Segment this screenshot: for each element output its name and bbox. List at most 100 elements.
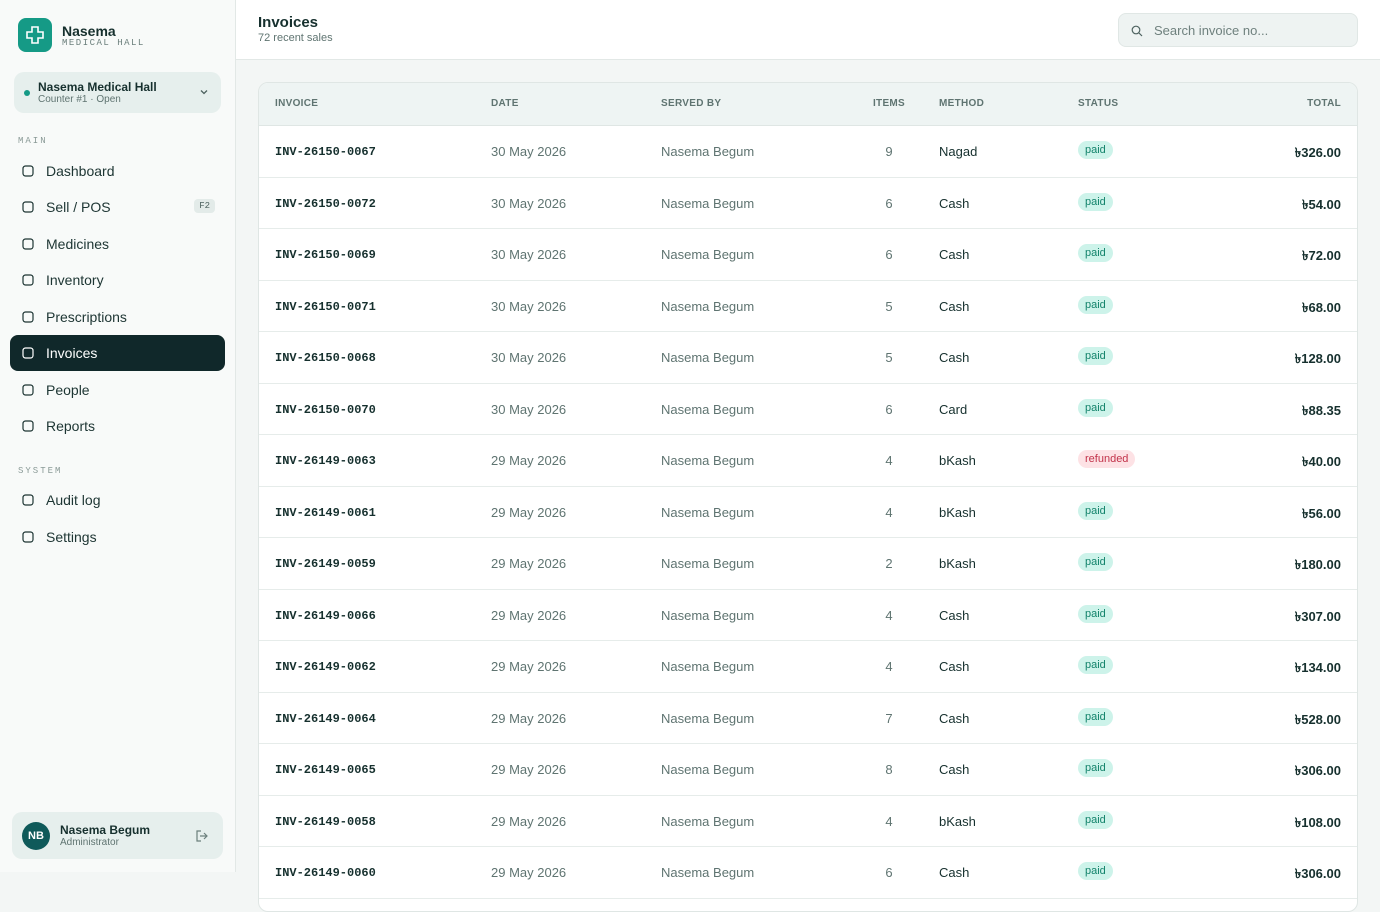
nav-label: Prescriptions bbox=[46, 309, 127, 325]
cell: 9 bbox=[885, 144, 893, 159]
table-row[interactable]: INV-26149-0058 29 May 2026 Nasema Begum 4 bK… bbox=[259, 796, 1357, 847]
cell: 4 bbox=[885, 453, 893, 468]
invoice-number: INV-26149-0059 bbox=[275, 557, 376, 571]
nav-item[interactable]: People bbox=[10, 372, 225, 408]
cell: bKash bbox=[939, 453, 976, 468]
nav-icon bbox=[22, 311, 34, 323]
store-name: Nasema Medical Hall bbox=[38, 80, 157, 94]
status-badge: paid bbox=[1078, 862, 1113, 880]
cell: 29 May 2026 bbox=[491, 813, 567, 829]
nav-icon bbox=[22, 347, 34, 359]
table-row[interactable]: INV-26150-0070 30 May 2026 Nasema Begum 6 Ca… bbox=[259, 384, 1357, 435]
table-row[interactable]: INV-26149-0063 29 May 2026 Nasema Begum 4 bK… bbox=[259, 435, 1357, 487]
chevron bbox=[200, 90, 208, 95]
nav-item[interactable]: Invoices bbox=[10, 335, 225, 371]
table-row[interactable]: INV-26149-0064 29 May 2026 Nasema Begum 7 Ca… bbox=[259, 693, 1357, 744]
nav-label: Reports bbox=[46, 418, 96, 434]
nav-item[interactable]: Reports bbox=[10, 408, 225, 444]
cell: 29 May 2026 bbox=[491, 710, 567, 726]
nav-icon bbox=[22, 494, 34, 506]
invoice-number: INV-26150-0071 bbox=[275, 299, 376, 314]
nav-item[interactable]: Prescriptions bbox=[10, 299, 225, 335]
nav-item[interactable]: Audit log bbox=[10, 482, 225, 518]
cell: 29 May 2026 bbox=[491, 659, 567, 674]
table-row[interactable]: INV-26149-0065 29 May 2026 Nasema Begum 8 Ca… bbox=[259, 744, 1357, 796]
invoice-number: INV-26150-0068 bbox=[275, 351, 376, 365]
cell: Nasema Begum bbox=[661, 350, 755, 365]
search-box[interactable]: Search invoice no... bbox=[1118, 13, 1358, 47]
table-header: INVOICE DATE SERVED BY ITEMS METHOD STATUS TOT… bbox=[259, 83, 1357, 126]
nav-item[interactable]: Inventory bbox=[10, 262, 225, 298]
status-badge: paid bbox=[1078, 810, 1113, 829]
nav-icon bbox=[22, 238, 34, 250]
table-row[interactable]: INV-26149-0066 29 May 2026 Nasema Begum 4 Ca… bbox=[259, 590, 1357, 641]
status-badge: paid bbox=[1078, 295, 1113, 314]
table-row[interactable]: INV-26150-0069 30 May 2026 Nasema Begum 6 Ca… bbox=[259, 229, 1357, 281]
nav-item[interactable]: Medicines bbox=[10, 226, 225, 262]
invoice-number: INV-26149-0063 bbox=[275, 454, 376, 468]
cell: Nasema Begum bbox=[661, 813, 755, 829]
table-row[interactable]: INV-26150-0067 30 May 2026 Nasema Begum 9 Na… bbox=[259, 126, 1357, 178]
status-badge: paid bbox=[1078, 192, 1113, 211]
column-header: SERVED BY bbox=[661, 98, 722, 109]
table-row[interactable]: INV-26149-0060 29 May 2026 Nasema Begum 6 Ca… bbox=[259, 847, 1357, 899]
nav-item[interactable]: Sell / POS F2 bbox=[10, 189, 225, 225]
total: ৳128.00 bbox=[1294, 351, 1341, 366]
cell: 29 May 2026 bbox=[491, 607, 567, 623]
table-row[interactable]: INV-26149-0059 29 May 2026 Nasema Begum 2 bK… bbox=[259, 538, 1357, 590]
cell: Nagad bbox=[939, 144, 978, 159]
invoice-number: INV-26149-0064 bbox=[275, 711, 376, 726]
invoice-number: INV-26149-0065 bbox=[275, 763, 376, 777]
total: ৳72.00 bbox=[1301, 248, 1341, 263]
nav-icon bbox=[22, 274, 34, 286]
page-subtitle: 72 recent sales bbox=[258, 32, 333, 44]
total: ৳180.00 bbox=[1294, 557, 1341, 572]
cell: Nasema Begum bbox=[661, 607, 755, 623]
nav-label: Inventory bbox=[46, 272, 104, 288]
nav-item[interactable]: Dashboard bbox=[10, 153, 225, 189]
invoice-table: INVOICE DATE SERVED BY ITEMS METHOD STATUS TOT… bbox=[258, 82, 1358, 912]
column-header: ITEMS bbox=[872, 98, 906, 109]
total: ৳88.35 bbox=[1301, 402, 1341, 418]
invoice-number: INV-26150-0069 bbox=[275, 248, 376, 262]
shortcut-badge: F2 bbox=[194, 199, 215, 213]
table-row[interactable]: INV-26150-0068 30 May 2026 Nasema Begum 5 Ca… bbox=[259, 332, 1357, 384]
nav-icon bbox=[22, 384, 34, 396]
nav-item[interactable]: Settings bbox=[10, 519, 225, 555]
table-row[interactable]: INV-26150-0072 30 May 2026 Nasema Begum 6 Ca… bbox=[259, 178, 1357, 229]
cell: 7 bbox=[885, 710, 893, 726]
page-title: Invoices bbox=[258, 14, 319, 31]
cell: 4 bbox=[885, 504, 893, 520]
cell: 4 bbox=[885, 813, 893, 829]
nav-label: Dashboard bbox=[46, 163, 115, 179]
sidebar: Nasema MEDICAL HALL Nasema Medical Hall … bbox=[0, 0, 236, 872]
table-row[interactable]: INV-26150-0071 30 May 2026 Nasema Begum 5 Ca… bbox=[259, 281, 1357, 332]
cell: Nasema Begum bbox=[661, 865, 755, 880]
store-selector[interactable]: Nasema Medical Hall Counter #1 · Open bbox=[14, 72, 221, 113]
cell: 5 bbox=[885, 298, 893, 314]
status-badge: paid bbox=[1078, 759, 1113, 777]
cell: 6 bbox=[885, 401, 893, 417]
section-label: MAIN bbox=[18, 136, 48, 146]
user-card: NB Nasema Begum Administrator bbox=[12, 812, 223, 859]
cell: 2 bbox=[885, 556, 893, 571]
column-header: TOTAL bbox=[1307, 98, 1341, 109]
cell: 30 May 2026 bbox=[491, 195, 567, 211]
status-badge: paid bbox=[1078, 141, 1113, 159]
table-row[interactable]: INV-26149-0062 29 May 2026 Nasema Begum 4 Ca… bbox=[259, 641, 1357, 693]
cell: Nasema Begum bbox=[661, 298, 755, 314]
logout-icon[interactable] bbox=[195, 829, 209, 843]
topbar: Invoices 72 recent sales Search invoice … bbox=[236, 0, 1380, 60]
nav-label: Invoices bbox=[46, 345, 98, 361]
table-row[interactable]: INV-26149-0061 29 May 2026 Nasema Begum 4 bK… bbox=[259, 487, 1357, 538]
nav-icon bbox=[22, 201, 34, 213]
user-role: Administrator bbox=[60, 837, 119, 848]
cell: Nasema Begum bbox=[661, 710, 755, 726]
cell: Cash bbox=[939, 247, 970, 262]
status-dot bbox=[24, 90, 30, 96]
cell: Cash bbox=[939, 607, 970, 623]
cell: Card bbox=[939, 401, 968, 417]
invoice-number: INV-26149-0060 bbox=[275, 866, 376, 880]
nav-label: Medicines bbox=[46, 236, 110, 252]
